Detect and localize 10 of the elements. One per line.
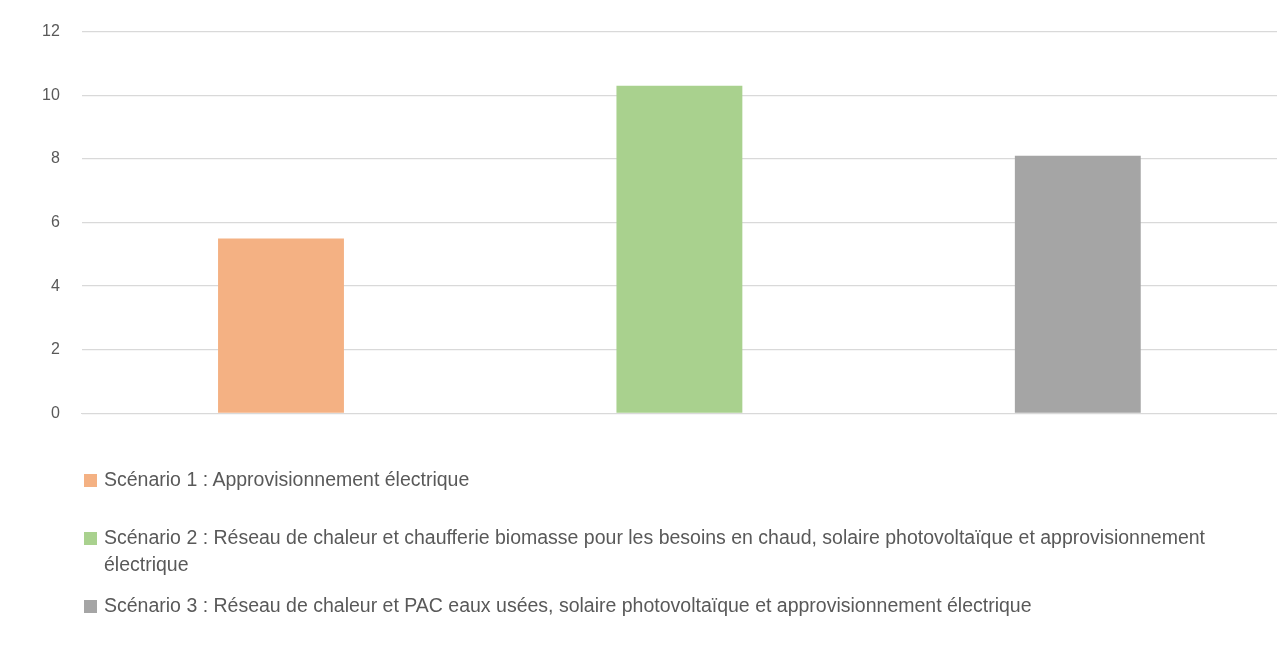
y-tick-label: 12	[42, 22, 60, 40]
y-tick-label: 0	[50, 403, 60, 421]
y-tick-label: 8	[50, 149, 60, 167]
y-tick-label: 2	[50, 340, 60, 358]
y-tick-label: 6	[50, 212, 60, 230]
legend-label: Scénario 1 : Approvisionnement électrique	[104, 468, 470, 490]
legend-label: Scénario 3 : Réseau de chaleur et PAC eaux usées, solaire photovoltaïque et approvisionnement électrique	[104, 594, 1032, 616]
y-tick-label: 10	[42, 85, 60, 103]
legend-label: Scénario 2 : Réseau de chaleur et chaufferie biomasse pour les besoins en chaud, solaire photovoltaïque et approvisionnement électrique	[104, 526, 1206, 575]
y-tick-label: 4	[50, 276, 60, 294]
